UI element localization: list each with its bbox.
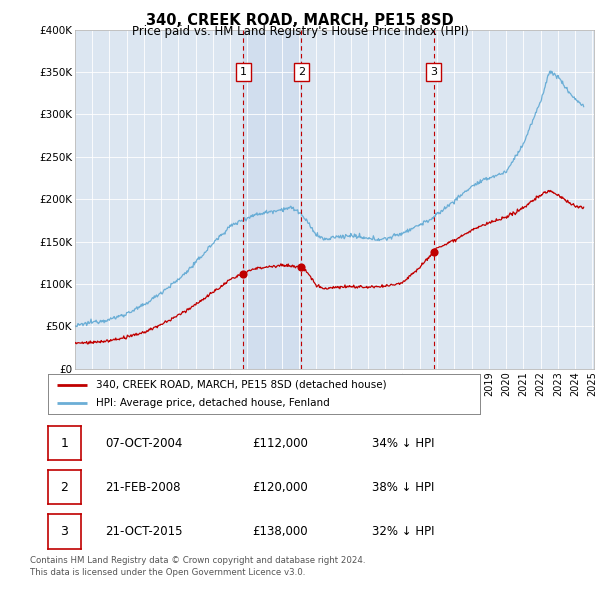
Text: 2: 2 bbox=[61, 481, 68, 494]
Text: 07-OCT-2004: 07-OCT-2004 bbox=[105, 437, 182, 450]
Text: 340, CREEK ROAD, MARCH, PE15 8SD: 340, CREEK ROAD, MARCH, PE15 8SD bbox=[146, 13, 454, 28]
Text: £120,000: £120,000 bbox=[252, 481, 308, 494]
Text: 2: 2 bbox=[298, 67, 305, 77]
Text: £138,000: £138,000 bbox=[252, 525, 308, 538]
Point bbox=[429, 247, 439, 257]
Text: 1: 1 bbox=[240, 67, 247, 77]
Text: 38% ↓ HPI: 38% ↓ HPI bbox=[372, 481, 434, 494]
Bar bbox=[244, 30, 301, 369]
Text: £112,000: £112,000 bbox=[252, 437, 308, 450]
Point bbox=[296, 262, 306, 271]
Text: 21-OCT-2015: 21-OCT-2015 bbox=[105, 525, 182, 538]
Text: 21-FEB-2008: 21-FEB-2008 bbox=[105, 481, 181, 494]
Text: 340, CREEK ROAD, MARCH, PE15 8SD (detached house): 340, CREEK ROAD, MARCH, PE15 8SD (detach… bbox=[95, 380, 386, 390]
Text: 3: 3 bbox=[61, 525, 68, 538]
Point bbox=[239, 269, 248, 278]
Text: 32% ↓ HPI: 32% ↓ HPI bbox=[372, 525, 434, 538]
Text: HPI: Average price, detached house, Fenland: HPI: Average price, detached house, Fenl… bbox=[95, 398, 329, 408]
Text: 3: 3 bbox=[430, 67, 437, 77]
Text: 34% ↓ HPI: 34% ↓ HPI bbox=[372, 437, 434, 450]
Text: Contains HM Land Registry data © Crown copyright and database right 2024.
This d: Contains HM Land Registry data © Crown c… bbox=[30, 556, 365, 576]
Text: 1: 1 bbox=[61, 437, 68, 450]
Text: Price paid vs. HM Land Registry's House Price Index (HPI): Price paid vs. HM Land Registry's House … bbox=[131, 25, 469, 38]
